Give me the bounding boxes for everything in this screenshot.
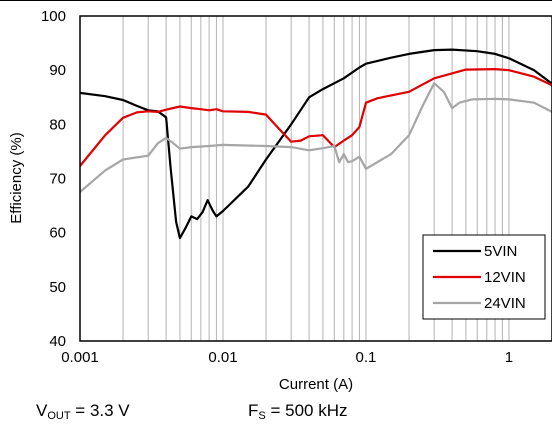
y-tick-label: 40 (49, 333, 66, 350)
series-layer (79, 48, 552, 240)
legend-label: 12VIN (484, 269, 526, 286)
y-axis-title: Efficiency (%) (8, 132, 25, 223)
tick-labels: 40 50 60 70 80 90 100 0.001 0.01 0.1 1 (41, 8, 513, 366)
vout-value: = 3.3 V (70, 401, 130, 420)
y-tick-label: 100 (41, 8, 66, 25)
y-tick-label: 60 (49, 225, 66, 242)
y-tick-label: 50 (49, 279, 66, 296)
x-tick-label: 1 (505, 349, 513, 366)
plot-frame (79, 15, 552, 342)
legend-label: 24VIN (484, 295, 526, 312)
y-tick-label: 80 (49, 116, 66, 133)
legend-label: 5VIN (484, 243, 517, 260)
legend: 5VIN 12VIN 24VIN (422, 234, 546, 320)
y-tick-label: 70 (49, 171, 66, 188)
series-line-5vin (79, 48, 552, 240)
vout-condition: VOUT = 3.3 V (36, 401, 130, 422)
fs-value: = 500 kHz (265, 401, 348, 420)
series-line-12vin (79, 67, 552, 167)
top-rule (0, 0, 552, 1)
vout-subscript: OUT (47, 410, 71, 422)
x-tick-label: 0.01 (208, 349, 237, 366)
fs-condition: FS = 500 kHz (248, 401, 347, 422)
x-axis-title: Current (A) (279, 376, 353, 393)
series-line-24vin (79, 82, 552, 193)
fs-prefix: F (248, 401, 259, 420)
x-tick-label: 0.001 (61, 349, 99, 366)
vout-prefix: V (36, 401, 48, 420)
fs-subscript: S (258, 410, 266, 422)
y-tick-label: 90 (49, 62, 66, 79)
x-tick-label: 0.1 (356, 349, 377, 366)
